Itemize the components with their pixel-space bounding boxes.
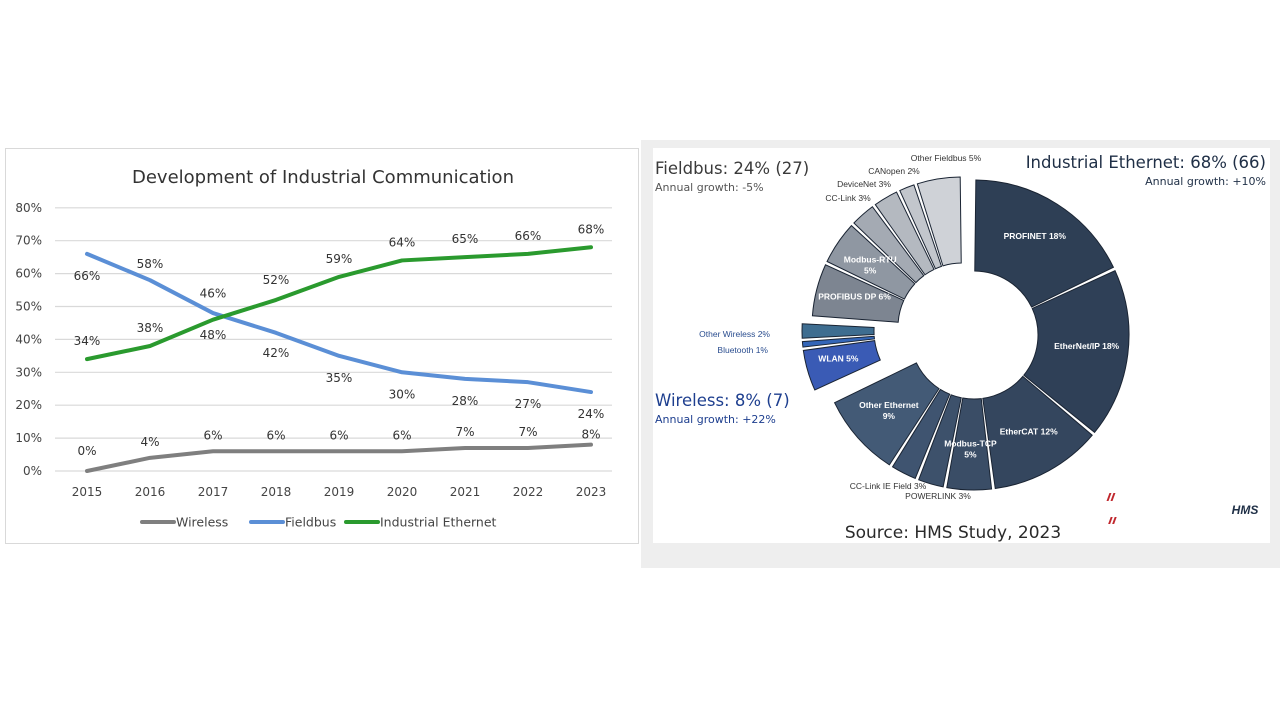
- y-tick-label: 50%: [15, 300, 42, 314]
- donut-slice-modbus-rtu: [826, 224, 916, 300]
- data-label: 38%: [137, 321, 164, 335]
- donut-slice-cc-link: [891, 388, 951, 480]
- x-tick-label: 2015: [72, 485, 103, 499]
- slice-label: PROFINET 18%: [1004, 231, 1067, 241]
- x-tick-label: 2017: [198, 485, 229, 499]
- data-label: 42%: [263, 346, 290, 360]
- slice-outside-label: Bluetooth 1%: [717, 345, 768, 355]
- fieldbus-growth: Annual growth: -5%: [655, 181, 764, 194]
- data-label: 24%: [578, 407, 605, 421]
- data-label: 64%: [389, 235, 416, 249]
- legend-label: Industrial Ethernet: [380, 515, 497, 530]
- data-label: 58%: [137, 257, 164, 271]
- data-label: 59%: [326, 252, 353, 266]
- slice-label: PROFIBUS DP 6%: [818, 291, 891, 301]
- y-tick-label: 70%: [15, 234, 42, 248]
- donut-slice-bluetooth: [801, 335, 876, 348]
- y-tick-label: 80%: [15, 201, 42, 215]
- donut-slice-canopen: [899, 184, 943, 270]
- donut-slice-devicenet: [874, 191, 935, 276]
- slice-outside-label: CANopen 2%: [868, 166, 920, 176]
- data-label: 7%: [518, 425, 537, 439]
- donut-slice-cc-link: [853, 206, 925, 284]
- data-label: 28%: [452, 394, 479, 408]
- ethernet-header: Industrial Ethernet: 68% (66): [1026, 153, 1266, 172]
- slice-label: EtherCAT 12%: [1000, 426, 1058, 436]
- hms-logo: HMS: [1106, 493, 1259, 524]
- line-chart: Development of Industrial Communication …: [15, 167, 612, 530]
- y-tick-label: 20%: [15, 398, 42, 412]
- donut-slice-profibus: [811, 264, 905, 323]
- y-tick-label: 0%: [23, 464, 42, 478]
- source-note: Source: HMS Study, 2023: [845, 523, 1061, 543]
- donut-slice-other: [801, 323, 875, 339]
- data-label: 35%: [326, 371, 353, 385]
- donut-slice-powerlink: [918, 394, 962, 488]
- series-line-industrial-ethernet: [85, 245, 593, 362]
- legend-label: Fieldbus: [285, 515, 336, 530]
- data-label: 34%: [74, 334, 101, 348]
- hms-logo-text: HMS: [1232, 503, 1259, 517]
- slice-outside-label: Other Fieldbus 5%: [911, 153, 982, 163]
- data-label: 6%: [392, 428, 411, 442]
- slice-outside-label: CC-Link IE Field 3%: [850, 481, 927, 491]
- data-label: 52%: [263, 273, 290, 287]
- data-label: 46%: [200, 287, 227, 301]
- data-label: 48%: [200, 328, 227, 342]
- data-label: 6%: [203, 428, 222, 442]
- slice-outside-label: DeviceNet 3%: [837, 179, 891, 189]
- data-label: 4%: [140, 435, 159, 449]
- x-tick-label: 2019: [324, 485, 355, 499]
- line-chart-panel: Development of Industrial Communication …: [5, 148, 639, 544]
- data-label: 66%: [74, 269, 101, 283]
- legend-label: Wireless: [176, 515, 228, 530]
- slice-label: Modbus-TCP 5%: [944, 438, 997, 459]
- x-tick-label: 2023: [576, 485, 607, 499]
- data-label: 27%: [515, 397, 542, 411]
- ethernet-growth: Annual growth: +10%: [1145, 175, 1266, 188]
- donut-slice-other: [833, 362, 940, 466]
- donut-chart-panel: PROFINET 18% EtherNet/IP 18% EtherCAT 12% M…: [653, 148, 1270, 543]
- slice-label: WLAN 5%: [818, 354, 859, 364]
- x-tick-label: 2021: [450, 485, 481, 499]
- data-label: 6%: [266, 428, 285, 442]
- donut-slice-ethernet-ip: [1023, 270, 1130, 434]
- x-tick-label: 2022: [513, 485, 544, 499]
- data-label: 66%: [515, 229, 542, 243]
- data-label: 7%: [455, 425, 474, 439]
- y-tick-label: 10%: [15, 431, 42, 445]
- slice-outside-label: CC-Link 3%: [825, 193, 871, 203]
- donut-chart: PROFINET 18%EtherNet/IP 18%EtherCAT 12%M…: [655, 153, 1266, 543]
- y-tick-label: 40%: [15, 332, 42, 346]
- line-chart-title: Development of Industrial Communication: [132, 167, 514, 188]
- x-tick-label: 2016: [135, 485, 166, 499]
- series-line-fieldbus: [85, 251, 593, 395]
- data-label: 65%: [452, 232, 479, 246]
- donut-slice-other: [916, 176, 962, 267]
- data-label: 30%: [389, 387, 416, 401]
- data-label: 0%: [77, 444, 96, 458]
- slice-label: Modbus-RTU 5%: [844, 255, 897, 276]
- slice-label: Other Ethernet 9%: [859, 400, 919, 421]
- slice-outside-label: Other Wireless 2%: [699, 329, 770, 339]
- data-label: 6%: [329, 428, 348, 442]
- wireless-header: Wireless: 8% (7): [655, 391, 790, 410]
- x-tick-label: 2020: [387, 485, 418, 499]
- slice-outside-label: POWERLINK 3%: [905, 491, 971, 501]
- data-label: 8%: [581, 428, 600, 442]
- series-line-wireless: [85, 442, 593, 473]
- x-tick-label: 2018: [261, 485, 292, 499]
- wireless-growth: Annual growth: +22%: [655, 413, 776, 426]
- fieldbus-header: Fieldbus: 24% (27): [655, 159, 809, 178]
- y-tick-label: 30%: [15, 365, 42, 379]
- donut-slice-profinet: [974, 179, 1115, 308]
- donut-slice-modbus-tcp: [946, 397, 993, 491]
- donut-slice-wlan: [802, 340, 881, 391]
- donut-slice-ethercat: [982, 375, 1093, 490]
- slice-label: EtherNet/IP 18%: [1054, 341, 1119, 351]
- data-label: 68%: [578, 222, 605, 236]
- y-tick-label: 60%: [15, 267, 42, 281]
